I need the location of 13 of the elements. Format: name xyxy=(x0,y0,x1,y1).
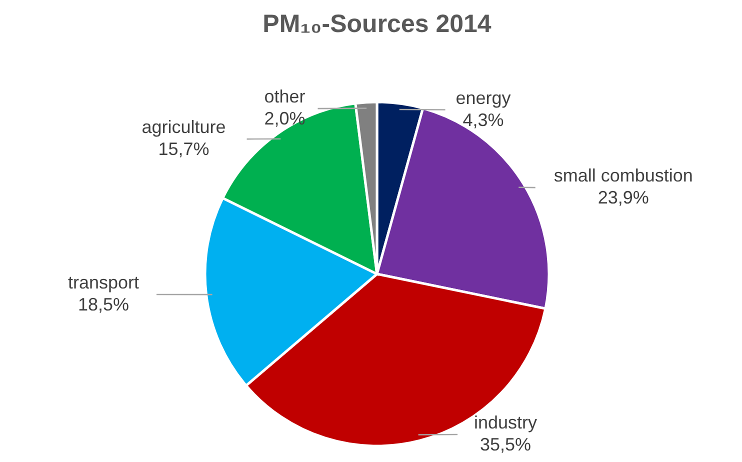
slice-label: industry xyxy=(474,412,538,433)
data-label: 4,3% xyxy=(462,110,504,130)
slice-label: transport xyxy=(68,272,140,293)
slice-label: agriculture xyxy=(142,117,226,138)
slice-label: small combustion xyxy=(554,166,693,186)
data-label: 23,9% xyxy=(598,188,649,208)
data-label: 35,5% xyxy=(480,434,532,455)
data-label: 15,7% xyxy=(158,139,210,160)
slice-label: energy xyxy=(456,88,511,108)
data-label: 2,0% xyxy=(264,108,306,129)
chart-title: PM₁₀-Sources 2014 xyxy=(262,10,492,38)
slice-label: other xyxy=(264,86,306,107)
data-label: 18,5% xyxy=(78,294,130,315)
